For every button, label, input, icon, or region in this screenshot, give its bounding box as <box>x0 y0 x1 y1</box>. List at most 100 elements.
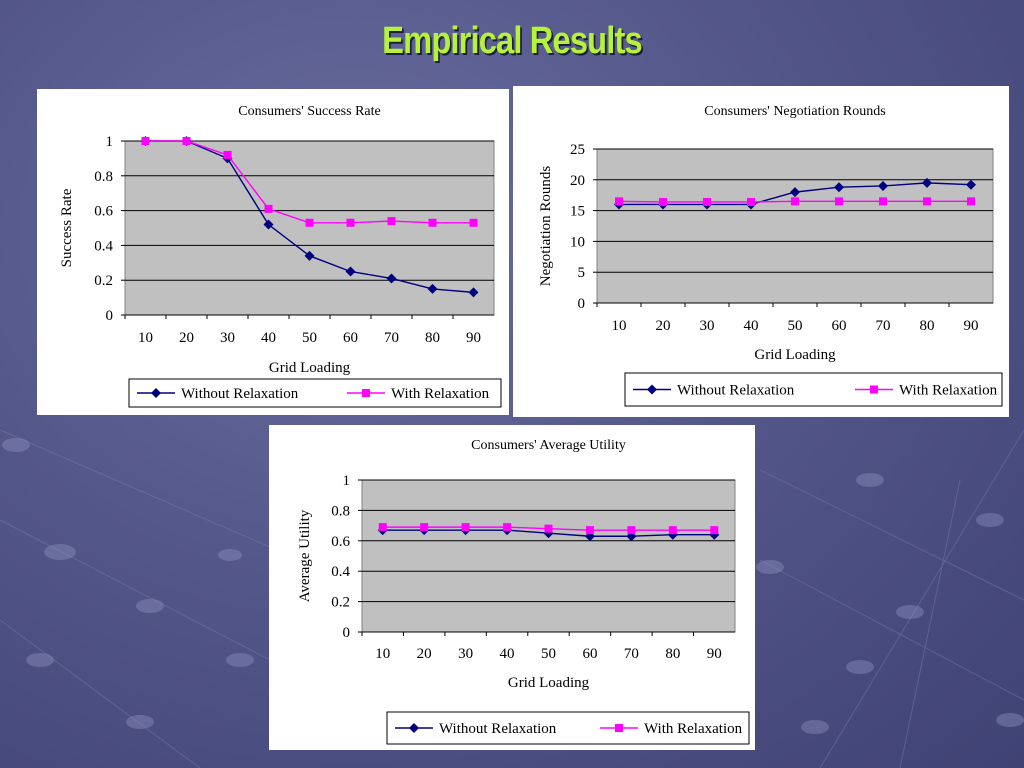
x-tick-label: 50 <box>541 646 556 662</box>
legend-marker <box>409 723 419 733</box>
data-point <box>791 197 799 206</box>
legend: Without Relaxation With Relaxation <box>386 711 750 745</box>
legend-label: With Relaxation <box>391 386 490 402</box>
data-point <box>387 217 396 226</box>
data-point <box>966 179 976 190</box>
legend-box <box>128 378 502 408</box>
legend-marker <box>647 384 657 395</box>
legend-marker <box>615 724 623 732</box>
data-point <box>427 283 438 294</box>
data-point <box>835 197 843 206</box>
x-tick-label: 80 <box>425 330 440 346</box>
x-tick-label: 90 <box>466 330 481 346</box>
legend: Without Relaxation With Relaxation <box>128 378 502 408</box>
x-tick-label: 90 <box>707 646 722 662</box>
x-tick-label: 40 <box>500 646 515 662</box>
data-point <box>627 526 636 535</box>
y-axis-label: Negotiation Rounds <box>538 166 554 287</box>
data-point <box>263 219 274 230</box>
y-tick-label: 1 <box>106 134 114 150</box>
x-tick-label: 70 <box>384 330 399 346</box>
x-tick-label: 40 <box>261 330 276 346</box>
data-point <box>584 531 595 542</box>
data-point <box>709 529 720 540</box>
y-tick-label: 0.6 <box>331 534 350 550</box>
data-point <box>141 137 150 145</box>
data-point <box>834 182 844 193</box>
x-tick-label: 70 <box>876 318 891 334</box>
x-tick-label: 30 <box>458 646 473 662</box>
x-tick-label: 60 <box>343 330 358 346</box>
series-with-relaxation <box>378 523 719 535</box>
data-point <box>345 266 356 277</box>
plot-area <box>596 148 994 304</box>
y-tick-label: 20 <box>570 173 585 189</box>
data-point <box>264 204 273 213</box>
legend-box <box>624 372 1003 407</box>
data-point <box>967 197 975 206</box>
data-point <box>544 524 553 533</box>
y-tick-label: 15 <box>570 204 585 220</box>
x-axis-label: Grid Loading <box>754 347 836 363</box>
plot-area <box>361 479 736 633</box>
average-utility-chart-panel: Consumers' Average Utility 0 0.2 0.4 0.6 0.8 1… <box>269 425 755 750</box>
y-tick-label: 0 <box>343 625 351 641</box>
y-tick-label: 5 <box>578 265 586 281</box>
y-tick-label: 0.8 <box>94 169 113 185</box>
data-point <box>747 197 755 206</box>
data-point <box>386 273 397 284</box>
y-tick-label: 0.8 <box>331 503 350 519</box>
x-tick-label: 20 <box>656 318 671 334</box>
y-tick-label: 0.6 <box>94 204 113 220</box>
x-tick-label: 10 <box>612 318 627 334</box>
legend: Without Relaxation With Relaxation <box>624 372 1003 407</box>
x-tick-label: 40 <box>744 318 759 334</box>
x-tick-label: 90 <box>964 318 979 334</box>
x-tick-label: 30 <box>700 318 715 334</box>
legend-label: Without Relaxation <box>677 383 795 399</box>
y-tick-label: 10 <box>570 234 585 250</box>
x-axis-label: Grid Loading <box>508 675 590 691</box>
data-point <box>615 197 623 206</box>
negotiation-rounds-chart-panel: Consumers' Negotiation Rounds 0 5 10 15 20 25 1… <box>513 86 1009 417</box>
data-point <box>879 197 887 206</box>
chart-title: Consumers' Average Utility <box>471 438 626 453</box>
x-tick-label: 80 <box>920 318 935 334</box>
data-point <box>710 526 719 535</box>
data-point <box>659 197 667 206</box>
x-tick-label: 70 <box>624 646 639 662</box>
legend-marker <box>151 388 161 398</box>
chart-svg: Consumers' Success Rate 0 0.2 0.4 0.6 0.8 1 10 2… <box>59 104 502 408</box>
y-tick-label: 1 <box>343 473 351 489</box>
data-point <box>378 523 387 532</box>
data-point <box>668 526 677 535</box>
data-point <box>182 137 191 145</box>
data-point <box>790 187 800 198</box>
x-tick-label: 10 <box>375 646 390 662</box>
success-rate-chart-panel: Consumers' Success Rate 0 0.2 0.4 0.6 0.8 1 10 2… <box>37 89 509 415</box>
y-tick-label: 0.4 <box>94 238 113 254</box>
data-point <box>468 287 479 298</box>
x-tick-label: 20 <box>179 330 194 346</box>
data-point <box>469 218 478 227</box>
y-axis-label: Average Utility <box>297 509 313 602</box>
legend-label: Without Relaxation <box>439 721 557 737</box>
x-tick-label: 60 <box>582 646 597 662</box>
data-point <box>878 180 888 191</box>
legend-label: With Relaxation <box>899 383 998 399</box>
y-tick-label: 0 <box>106 308 114 324</box>
y-tick-label: 0.2 <box>331 595 350 611</box>
slide-title: Empirical Results <box>382 20 642 62</box>
x-tick-label: 50 <box>302 330 317 346</box>
y-tick-label: 0 <box>578 296 586 312</box>
x-tick-label: 50 <box>788 318 803 334</box>
data-point <box>923 197 931 206</box>
data-point <box>503 523 512 532</box>
x-tick-label: 10 <box>138 330 153 346</box>
data-point <box>703 197 711 206</box>
data-point <box>428 218 437 227</box>
data-point <box>420 523 429 532</box>
data-point <box>304 250 315 261</box>
chart-title: Consumers' Negotiation Rounds <box>704 104 885 119</box>
chart-svg: Consumers' Negotiation Rounds 0 5 10 15 20 25 1… <box>538 104 1003 407</box>
